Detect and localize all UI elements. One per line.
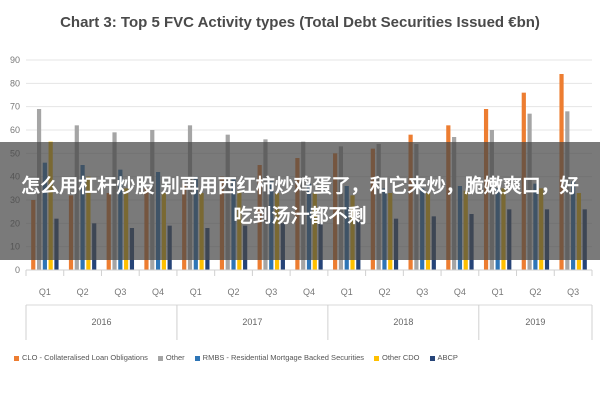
legend-label: Other CDO bbox=[382, 353, 420, 362]
x-tick-label: Q2 bbox=[77, 287, 89, 297]
x-tick-label: Q4 bbox=[303, 287, 315, 297]
x-tick-label: Q1 bbox=[341, 287, 353, 297]
chart-title: Chart 3: Top 5 FVC Activity types (Total… bbox=[60, 14, 540, 31]
x-tick-label: Q4 bbox=[454, 287, 466, 297]
legend-item: CLO - Collateralised Loan Obligations bbox=[14, 353, 148, 362]
x-axis: Q1 Q2 Q3 Q4 Q1 Q2 Q3 Q4 Q1 Q2 Q3 Q4 Q1 Q2 Q3 2016 2017 20… bbox=[25, 269, 593, 340]
legend-label: RMBS - Residential Mortgage Backed Secur… bbox=[202, 353, 364, 362]
year-label: 2017 bbox=[242, 317, 262, 327]
legend-label: ABCP bbox=[437, 353, 458, 362]
x-tick-label: Q2 bbox=[228, 287, 240, 297]
legend-label: Other bbox=[165, 353, 185, 362]
legend-swatch bbox=[429, 355, 435, 361]
y-tick-label: 70 bbox=[10, 102, 20, 112]
x-tick-label: Q3 bbox=[265, 287, 277, 297]
legend-swatch bbox=[157, 355, 163, 361]
legend: CLO - Collateralised Loan Obligations Oth… bbox=[14, 353, 594, 362]
y-tick-label: 90 bbox=[10, 55, 20, 65]
x-tick-label: Q1 bbox=[190, 287, 202, 297]
overlay-text: 怎么用杠杆炒股 别再用西红柿炒鸡蛋了，和它来炒，脆嫩爽口，好吃到汤汁都不剩 bbox=[21, 175, 579, 227]
y-tick-label: 80 bbox=[10, 78, 20, 88]
y-tick-label: 0 bbox=[15, 265, 20, 275]
caption-overlay: 怎么用杠杆炒股 别再用西红柿炒鸡蛋了，和它来炒，脆嫩爽口，好吃到汤汁都不剩 bbox=[0, 142, 600, 260]
legend-item: Other CDO bbox=[374, 353, 420, 362]
legend-swatch bbox=[374, 355, 379, 361]
year-label: 2016 bbox=[91, 317, 111, 327]
y-tick-label: 60 bbox=[10, 125, 20, 135]
year-label: 2018 bbox=[393, 317, 413, 327]
x-tick-label: Q3 bbox=[416, 287, 428, 297]
legend-swatch bbox=[194, 355, 200, 361]
legend-label: CLO - Collateralised Loan Obligations bbox=[22, 353, 148, 362]
x-tick-label: Q4 bbox=[152, 287, 164, 297]
x-tick-label: Q1 bbox=[492, 287, 504, 297]
x-tick-label: Q3 bbox=[567, 287, 579, 297]
x-tick-label: Q3 bbox=[114, 287, 126, 297]
x-tick-label: Q2 bbox=[529, 287, 541, 297]
legend-item: ABCP bbox=[429, 353, 458, 362]
legend-swatch bbox=[14, 355, 19, 361]
year-label: 2019 bbox=[525, 317, 545, 327]
x-tick-label: Q1 bbox=[39, 287, 51, 297]
legend-item: RMBS - Residential Mortgage Backed Secur… bbox=[194, 353, 364, 362]
x-tick-label: Q2 bbox=[378, 287, 390, 297]
legend-item: Other bbox=[157, 353, 185, 362]
